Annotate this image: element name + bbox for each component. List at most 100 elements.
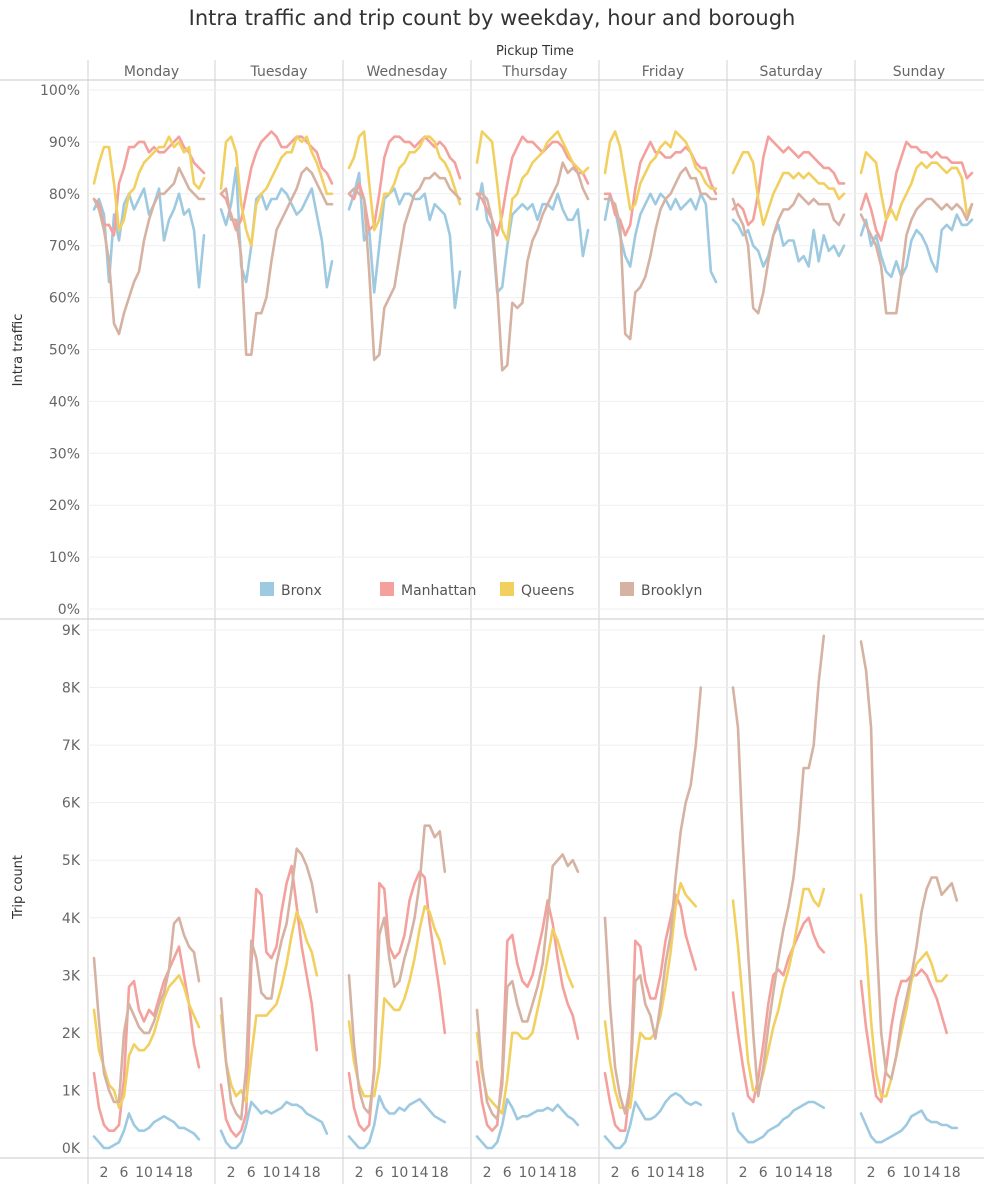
line-queens-saturday-intra	[731, 151, 846, 227]
x-tick-label: 18	[431, 1165, 449, 1181]
x-tick-label: 2	[611, 1165, 620, 1181]
line-brooklyn-monday-trips	[92, 916, 201, 1104]
line-manhattan-wednesday-intra	[347, 135, 462, 232]
line-queens-friday-intra	[603, 130, 718, 211]
day-label-tuesday: Tuesday	[250, 64, 308, 80]
line-bronx-monday-trips	[92, 1112, 201, 1150]
line-bronx-tuesday-trips	[219, 1100, 329, 1150]
y-tick-label: 2K	[62, 1026, 81, 1042]
day-label-saturday: Saturday	[759, 64, 822, 80]
x-tick-label: 14	[795, 1165, 813, 1181]
line-bronx-wednesday-trips	[347, 1094, 447, 1150]
y-tick-label: 100%	[40, 83, 80, 99]
y-axis-title-trips: Trip count	[11, 855, 26, 920]
x-tick-label: 18	[559, 1165, 577, 1181]
line-queens-sunday-intra	[859, 151, 974, 222]
x-tick-label: 10	[903, 1165, 921, 1181]
line-brooklyn-thursday-intra	[475, 161, 590, 372]
line-bronx-friday-intra	[603, 192, 718, 284]
x-tick-label: 2	[355, 1165, 364, 1181]
x-tick-label: 18	[687, 1165, 705, 1181]
x-tick-label: 6	[120, 1165, 129, 1181]
line-queens-tuesday-intra	[219, 135, 334, 247]
x-tick-label: 14	[923, 1165, 941, 1181]
line-brooklyn-sunday-trips	[859, 640, 959, 1081]
y-tick-label: 7K	[62, 738, 81, 754]
line-manhattan-saturday-trips	[731, 916, 826, 1104]
line-brooklyn-friday-trips	[603, 686, 703, 1115]
x-tick-label: 2	[483, 1165, 492, 1181]
line-queens-sunday-trips	[859, 893, 949, 1098]
x-tick-label: 10	[647, 1165, 665, 1181]
line-queens-thursday-intra	[475, 130, 590, 242]
line-manhattan-saturday-intra	[731, 135, 846, 227]
line-brooklyn-thursday-trips	[475, 853, 580, 1121]
line-manhattan-tuesday-intra	[219, 130, 334, 232]
line-brooklyn-wednesday-intra	[347, 171, 462, 362]
x-tick-label: 18	[815, 1165, 833, 1181]
y-tick-label: 4K	[62, 911, 81, 927]
line-manhattan-friday-trips	[603, 893, 698, 1132]
day-label-thursday: Thursday	[501, 64, 567, 80]
x-tick-label: 2	[867, 1165, 876, 1181]
y-tick-label: 3K	[62, 968, 81, 984]
legend-label-brooklyn: Brooklyn	[641, 583, 702, 599]
y-tick-label: 40%	[49, 394, 80, 410]
legend-label-queens: Queens	[521, 583, 574, 599]
x-tick-label: 6	[887, 1165, 896, 1181]
line-manhattan-thursday-trips	[475, 899, 580, 1132]
line-queens-wednesday-intra	[347, 130, 462, 232]
line-brooklyn-friday-intra	[603, 166, 718, 341]
y-tick-labels: 0% 10% 20% 30% 40% 50% 60% 70% 80% 90% 100% 0K 1K 2K 3…	[40, 83, 81, 1157]
x-tick-label: 6	[503, 1165, 512, 1181]
x-tick-label: 10	[263, 1165, 281, 1181]
x-tick-label: 6	[375, 1165, 384, 1181]
line-brooklyn-saturday-trips	[731, 634, 826, 1098]
x-tick-label: 14	[411, 1165, 429, 1181]
day-label-sunday: Sunday	[893, 64, 945, 80]
y-tick-label: 20%	[49, 498, 80, 514]
line-queens-tuesday-trips	[219, 910, 319, 1104]
y-tick-label: 6K	[62, 796, 81, 812]
legend-label-bronx: Bronx	[281, 583, 322, 599]
x-tick-label: 14	[283, 1165, 301, 1181]
x-tick-label: 14	[155, 1165, 173, 1181]
y-tick-label: 1K	[62, 1083, 81, 1099]
x-tick-labels: 2 6 10 14 18 2 6 10 14 18 2 6 10 14 18 2 6 10 14 18 2 6 10 14 18…	[100, 1165, 961, 1181]
line-queens-monday-intra	[92, 135, 206, 232]
line-queens-monday-trips	[92, 973, 201, 1109]
x-tick-label: 6	[631, 1165, 640, 1181]
y-axis-title-intra: Intra traffic	[11, 314, 26, 387]
x-tick-label: 2	[739, 1165, 748, 1181]
line-manhattan-sunday-intra	[859, 140, 974, 242]
day-labels: Monday Tuesday Wednesday Thursday Friday Satu…	[124, 64, 945, 80]
legend: Bronx Manhattan Queens Brooklyn	[260, 582, 702, 599]
y-tick-label: 9K	[62, 623, 81, 639]
legend-swatch-manhattan	[380, 582, 394, 596]
x-tick-label: 18	[175, 1165, 193, 1181]
chart-title: Intra traffic and trip count by weekday,…	[189, 6, 796, 30]
line-brooklyn-tuesday-intra	[219, 166, 334, 357]
legend-swatch-bronx	[260, 582, 274, 596]
line-bronx-sunday-intra	[859, 213, 974, 279]
legend-label-manhattan: Manhattan	[401, 583, 476, 599]
line-bronx-tuesday-intra	[219, 166, 334, 289]
line-brooklyn-monday-intra	[92, 166, 206, 336]
y-tick-label: 50%	[49, 343, 80, 359]
day-label-wednesday: Wednesday	[366, 64, 447, 80]
line-queens-friday-trips	[603, 881, 698, 1109]
x-tick-label: 2	[227, 1165, 236, 1181]
y-tick-label: 0K	[62, 1141, 81, 1157]
x-tick-label: 6	[247, 1165, 256, 1181]
y-tick-label: 60%	[49, 291, 80, 307]
line-manhattan-tuesday-trips	[219, 864, 319, 1138]
day-label-friday: Friday	[642, 64, 684, 80]
line-brooklyn-wednesday-trips	[347, 824, 447, 1115]
y-tick-label: 8K	[62, 681, 81, 697]
y-tick-label: 5K	[62, 853, 81, 869]
line-queens-saturday-trips	[731, 887, 826, 1092]
day-label-monday: Monday	[124, 64, 179, 80]
line-bronx-sunday-trips	[859, 1109, 959, 1144]
line-brooklyn-tuesday-trips	[219, 847, 319, 1121]
